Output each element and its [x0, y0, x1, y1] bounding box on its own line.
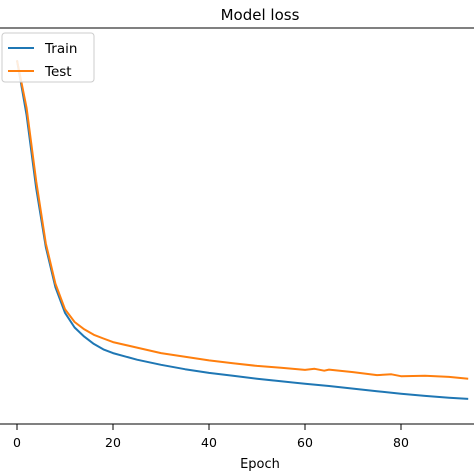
x-tick-label: 80 [393, 435, 409, 450]
series-line-test [16, 60, 469, 380]
x-tick-label: 0 [13, 435, 21, 450]
x-axis-label: Epoch [240, 457, 280, 472]
x-ticks: 0 20 40 60 80 [13, 424, 409, 450]
series-line-train [16, 60, 469, 400]
x-tick-label: 60 [297, 435, 313, 450]
series-layer [16, 60, 469, 400]
legend: Train Test [1, 32, 95, 83]
x-tick-label: 40 [201, 435, 217, 450]
legend-label-test: Test [44, 64, 72, 80]
chart-title: Model loss [221, 6, 300, 24]
legend-label-train: Train [44, 41, 77, 57]
x-tick-label: 20 [105, 435, 121, 450]
plot-area: 0 20 40 60 80 [0, 27, 474, 450]
legend-box [1, 32, 95, 83]
